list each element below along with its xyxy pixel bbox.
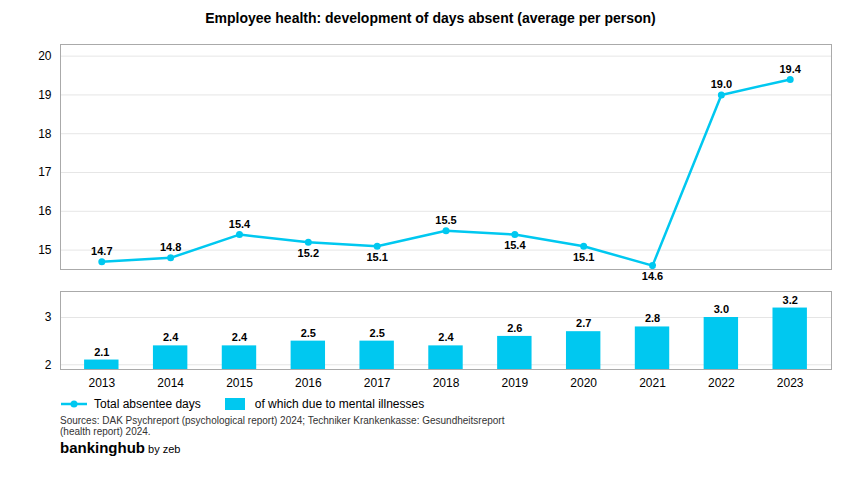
- svg-text:19: 19: [38, 88, 52, 102]
- svg-text:15.4: 15.4: [504, 239, 526, 251]
- svg-text:3: 3: [45, 310, 52, 324]
- svg-text:15.4: 15.4: [229, 218, 251, 230]
- html-text:Employee health: development o: Employee health: development of days abs…: [205, 10, 656, 26]
- svg-text:2.8: 2.8: [645, 312, 660, 324]
- svg-text:2.6: 2.6: [507, 322, 522, 334]
- svg-text:14.7: 14.7: [91, 245, 112, 257]
- svg-text:20: 20: [38, 49, 52, 63]
- html-text:bankinghubby zeb: bankinghubby zeb: [60, 439, 181, 456]
- svg-text:2013: 2013: [88, 376, 115, 390]
- svg-text:2016: 2016: [295, 376, 322, 390]
- svg-text:18: 18: [38, 127, 52, 141]
- svg-text:2023: 2023: [777, 376, 804, 390]
- svg-text:16: 16: [38, 204, 52, 218]
- html-text:Total absentee days: Total absentee days: [94, 397, 201, 411]
- svg-text:2015: 2015: [226, 376, 253, 390]
- svg-text:15.1: 15.1: [366, 251, 387, 263]
- svg-text:2.5: 2.5: [301, 327, 316, 339]
- svg-text:2.4: 2.4: [438, 331, 454, 343]
- svg-text:15.1: 15.1: [573, 251, 594, 263]
- svg-text:2017: 2017: [364, 376, 391, 390]
- svg-text:3.2: 3.2: [783, 294, 798, 306]
- svg-text:2020: 2020: [570, 376, 597, 390]
- svg-text:3.0: 3.0: [714, 303, 729, 315]
- svg-text:2022: 2022: [708, 376, 735, 390]
- svg-text:2018: 2018: [433, 376, 460, 390]
- svg-text:2019: 2019: [501, 376, 528, 390]
- svg-text:15.2: 15.2: [298, 247, 319, 259]
- svg-text:2.1: 2.1: [94, 346, 109, 358]
- svg-text:2014: 2014: [157, 376, 184, 390]
- svg-text:2.4: 2.4: [232, 331, 248, 343]
- svg-text:2021: 2021: [639, 376, 666, 390]
- svg-text:14.6: 14.6: [642, 270, 663, 282]
- svg-text:19.4: 19.4: [779, 63, 801, 75]
- svg-text:19.0: 19.0: [711, 78, 732, 90]
- svg-text:15: 15: [38, 243, 52, 257]
- svg-text:2.7: 2.7: [576, 317, 591, 329]
- svg-text:2.4: 2.4: [163, 331, 179, 343]
- html-text:Sources: DAK Psychreport (psyc: Sources: DAK Psychreport (psychological …: [60, 415, 505, 437]
- svg-text:2.5: 2.5: [370, 327, 385, 339]
- svg-text:17: 17: [38, 165, 52, 179]
- svg-text:14.8: 14.8: [160, 241, 181, 253]
- svg-text:2: 2: [45, 358, 52, 372]
- svg-text:15.5: 15.5: [435, 214, 456, 226]
- html-text:of which due to mental illness: of which due to mental illnesses: [254, 397, 425, 411]
